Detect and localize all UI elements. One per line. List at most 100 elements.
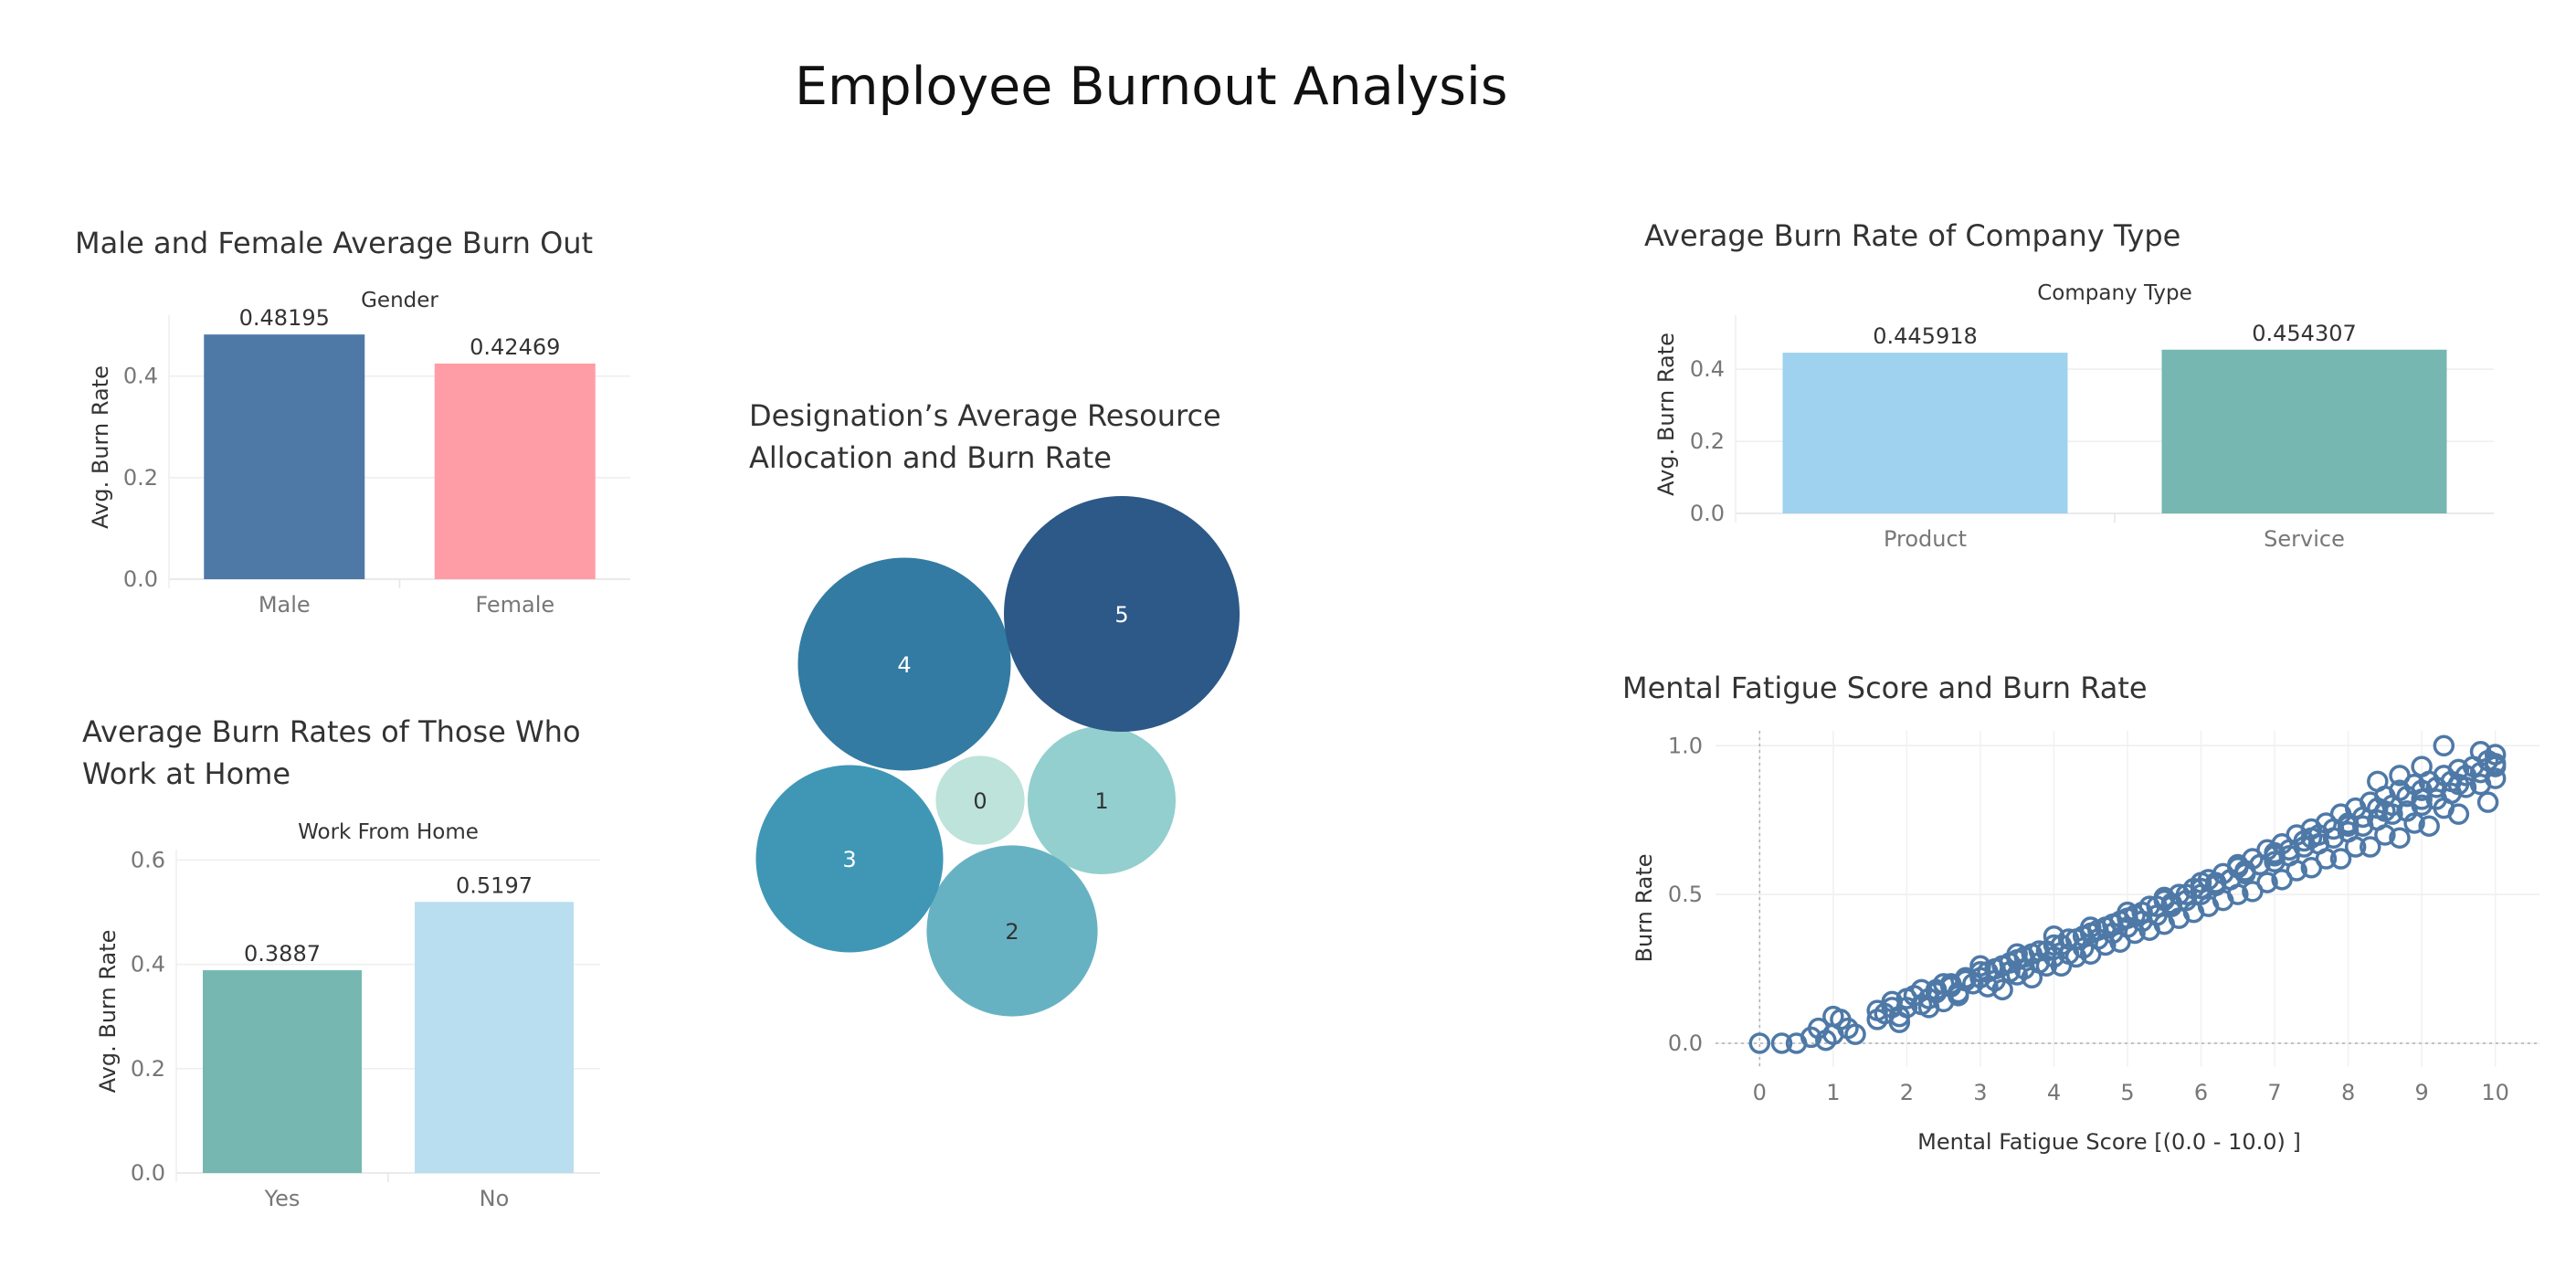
company-bar-product [1782,353,2068,513]
designation-bubble-0 [935,756,1025,845]
fatigue-point [2204,872,2227,893]
fatigue-point [1969,955,1991,977]
fatigue-x-axis-label: Mental Fatigue Score [(0.0 - 10.0) ] [1917,1129,2301,1155]
designation-bubble-2 [926,845,1098,1017]
fatigue-point [2197,895,2220,917]
fatigue-point [1932,973,1955,995]
designation-chart-title: Designation’s Average Resource Allocatio… [749,395,1221,479]
gender-y-tick-label: 0.2 [123,465,158,491]
fatigue-point [2079,943,2102,965]
dashboard-title: Employee Burnout Analysis [795,57,1508,117]
fatigue-x-tick-label: 0 [1753,1080,1767,1105]
fatigue-x-tick-label: 5 [2120,1080,2134,1105]
fatigue-point [1917,997,1940,1019]
wfh-chart-title-line-2: Work at Home [82,756,291,791]
fatigue-point [2403,812,2425,834]
wfh-x-tick-label: Yes [264,1186,301,1211]
fatigue-x-tick-label: 1 [1826,1080,1840,1105]
fatigue-point [1991,978,2013,1001]
fatigue-y-tick-label: 1.0 [1668,733,1703,758]
fatigue-point [2484,744,2507,766]
wfh-bar-yes [203,970,362,1173]
designation-bubble-label: 2 [1005,919,1019,945]
fatigue-point [2043,925,2065,947]
company-data-label: 0.454307 [2252,321,2357,346]
fatigue-point [1910,978,1933,1001]
fatigue-point [1888,1011,1911,1033]
fatigue-point [2117,901,2138,924]
fatigue-point [2344,836,2367,858]
wfh-y-axis-label: Avg. Burn Rate [95,930,121,1094]
fatigue-point [2035,955,2058,977]
fatigue-point [2337,815,2360,837]
fatigue-point [2367,770,2389,793]
designation-chart-title-line-2: Allocation and Burn Rate [749,440,1112,475]
designation-bubble-label: 0 [973,788,987,814]
fatigue-point [2418,815,2440,837]
company-x-tick-label: Service [2264,526,2345,552]
wfh-chart-title: Average Burn Rates of Those Who Work at … [82,711,581,795]
fatigue-x-tick-label: 7 [2267,1080,2281,1105]
designation-bubble-label: 3 [842,847,856,872]
fatigue-y-tick-label: 0.5 [1668,882,1703,907]
designation-chart-title-line-1: Designation’s Average Resource [749,398,1221,433]
fatigue-point [2227,883,2249,905]
wfh-y-tick-label: 0.0 [131,1160,165,1186]
fatigue-point [2109,931,2131,953]
wfh-bar-no [415,902,574,1173]
fatigue-point [2374,824,2396,846]
fatigue-point [1770,1032,1793,1054]
company-data-label: 0.445918 [1873,323,1978,349]
wfh-x-tick-label: No [480,1186,510,1211]
wfh-data-label: 0.3887 [244,941,321,967]
company-header-label: Company Type [2037,281,2192,305]
designation-bubble-1 [1027,725,1177,875]
gender-y-tick-label: 0.0 [123,566,158,592]
fatigue-point [2411,788,2433,810]
fatigue-point [2264,841,2286,864]
gender-y-axis-label: Avg. Burn Rate [88,365,113,529]
fatigue-point [2360,836,2381,858]
fatigue-point [2227,857,2249,879]
fatigue-x-tick-label: 8 [2341,1080,2355,1105]
wfh-data-label: 0.5197 [456,872,533,898]
wfh-header-label: Work From Home [298,820,479,844]
fatigue-x-tick-label: 3 [1973,1080,1987,1105]
gender-data-label: 0.48195 [239,305,330,331]
gender-x-tick-label: Female [475,592,554,618]
fatigue-point [2484,767,2507,789]
company-y-tick-label: 0.4 [1690,356,1725,382]
fatigue-point [2138,919,2160,941]
designation-bubble-4 [797,557,1011,771]
fatigue-point [2300,827,2323,849]
fatigue-point [2256,872,2278,893]
fatigue-point [2190,872,2212,893]
company-chart-title: Average Burn Rate of Company Type [1644,218,2181,253]
fatigue-x-tick-label: 6 [2194,1080,2208,1105]
fatigue-point [2021,967,2043,989]
fatigue-point [2411,756,2433,777]
gender-x-tick-label: Male [259,592,311,618]
fatigue-point [2389,765,2411,787]
fatigue-x-tick-label: 9 [2415,1080,2429,1105]
fatigue-point [1844,1023,1866,1045]
gender-y-tick-label: 0.4 [123,364,158,389]
fatigue-point [2374,800,2396,822]
fatigue-x-tick-label: 10 [2481,1080,2509,1105]
gender-bar-female [434,363,596,579]
fatigue-point [2168,907,2191,929]
gender-header-label: Gender [361,289,438,312]
fatigue-point [1977,976,1999,998]
company-bar-service [2161,349,2447,513]
gender-bar-male [204,334,365,579]
fatigue-point [2447,773,2470,796]
wfh-chart-title-line-1: Average Burn Rates of Those Who [82,714,581,749]
company-x-tick-label: Product [1884,526,1967,552]
fatigue-point [2249,853,2271,876]
fatigue-point [2006,943,2028,965]
fatigue-point [2469,741,2492,763]
designation-bubble-3 [755,765,944,953]
company-y-axis-label: Avg. Burn Rate [1653,333,1679,496]
fatigue-point [2286,860,2307,882]
